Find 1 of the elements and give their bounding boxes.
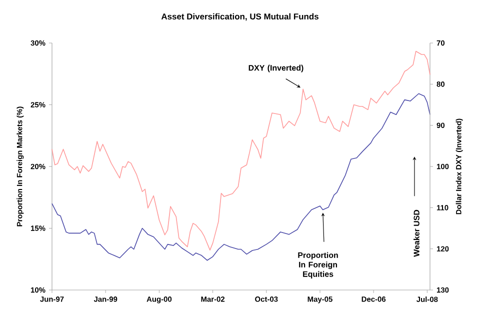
- chart-title: Asset Diversification, US Mutual Funds: [161, 13, 318, 21]
